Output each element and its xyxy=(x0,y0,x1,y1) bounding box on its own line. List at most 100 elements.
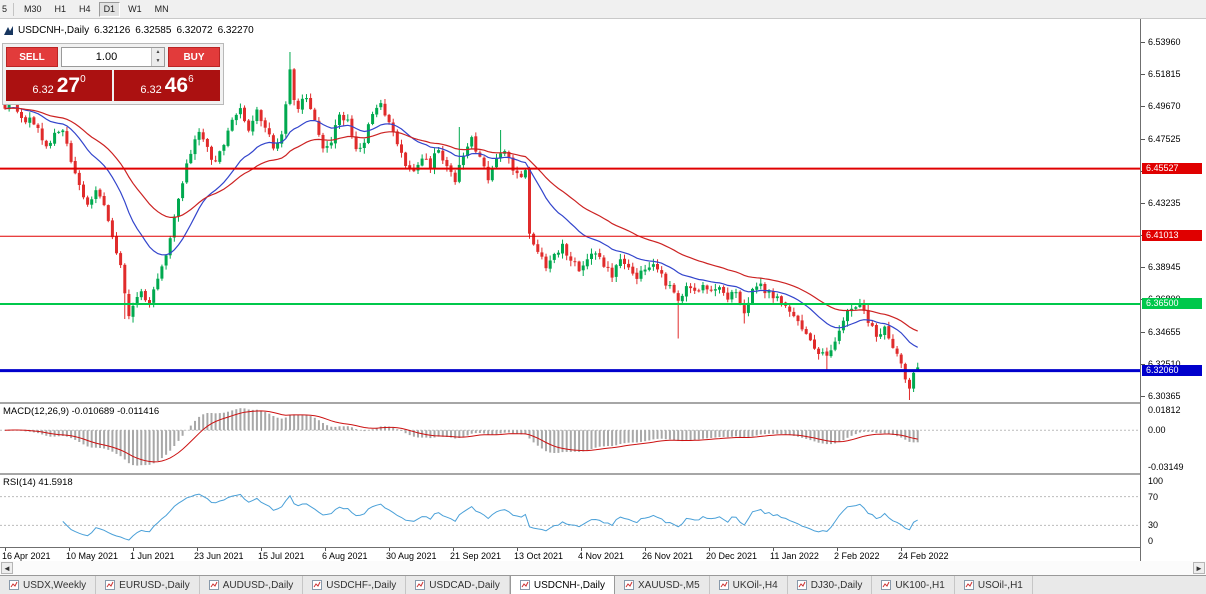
ohlc-open: 6.32126 xyxy=(94,25,131,36)
chart-tab-label: XAUUSD-,M5 xyxy=(637,579,700,591)
time-tick xyxy=(901,548,902,551)
price-tick-label: 6.53960 xyxy=(1148,37,1181,47)
bid-price-prefix: 6.32 xyxy=(32,83,54,96)
chart-tab-usdchf-daily[interactable]: USDCHF-,Daily xyxy=(303,576,407,594)
chart-tab-icon xyxy=(312,580,323,590)
scroll-left-icon[interactable]: ◄ xyxy=(1,562,13,574)
chart-tab-icon xyxy=(208,580,219,590)
volume-up-icon[interactable]: ▲ xyxy=(152,48,164,57)
price-tick-label: 6.32510 xyxy=(1148,359,1181,369)
chart-tab-icon xyxy=(718,580,729,590)
time-tick xyxy=(773,548,774,551)
time-tick xyxy=(69,548,70,551)
time-tick xyxy=(389,548,390,551)
time-label: 4 Nov 2021 xyxy=(578,551,625,561)
time-label: 10 May 2021 xyxy=(66,551,119,561)
macd-pane-plot[interactable] xyxy=(0,404,1140,473)
price-tick xyxy=(1141,74,1145,75)
pane-splitter[interactable] xyxy=(0,402,1206,404)
chart-tab-icon xyxy=(623,580,634,590)
chart-tab-icon xyxy=(9,580,19,590)
time-tick xyxy=(837,548,838,551)
chart-tab-dj30-daily[interactable]: DJ30-,Daily xyxy=(788,576,873,594)
chart-tab-usdcad-daily[interactable]: USDCAD-,Daily xyxy=(406,576,510,594)
price-tick xyxy=(1141,106,1145,107)
buy-button[interactable]: BUY xyxy=(168,47,220,67)
bid-price-button[interactable]: 6.32 27 0 xyxy=(6,70,112,101)
ohlc-high: 6.32585 xyxy=(135,25,172,36)
chart-tab-label: USDX,Weekly xyxy=(23,579,87,591)
time-label: 20 Dec 2021 xyxy=(706,551,758,561)
volume-down-icon[interactable]: ▼ xyxy=(152,57,164,66)
macd-axis-label: 0.00 xyxy=(1148,425,1166,435)
ask-price-button[interactable]: 6.32 46 6 xyxy=(114,70,220,101)
price-tick-label: 6.34655 xyxy=(1148,327,1181,337)
chart-tab-usoil-h1[interactable]: USOil-,H1 xyxy=(955,576,1033,594)
ohlc-low: 6.32072 xyxy=(176,25,213,36)
time-label: 1 Jun 2021 xyxy=(130,551,175,561)
timeframe-toolbar: 5 M30 H1 H4 D1 W1 MN xyxy=(0,0,1206,19)
chart-tab-audusd-daily[interactable]: AUDUSD-,Daily xyxy=(200,576,304,594)
price-tick xyxy=(1141,332,1145,333)
rsi-pane-plot[interactable] xyxy=(0,475,1140,547)
chart-tab-uk100-h1[interactable]: UK100-,H1 xyxy=(872,576,955,594)
pane-splitter[interactable] xyxy=(0,473,1206,475)
time-tick xyxy=(709,548,710,551)
time-label: 21 Sep 2021 xyxy=(450,551,502,561)
chart-tab-ukoil-h4[interactable]: UKOil-,H4 xyxy=(710,576,788,594)
chart-tab-usdcnh-daily[interactable]: USDCNH-,Daily xyxy=(509,576,615,594)
volume-spinner: ▲ ▼ xyxy=(151,48,164,66)
volume-input[interactable] xyxy=(62,48,151,66)
time-label: 26 Nov 2021 xyxy=(642,551,694,561)
ask-price-big: 46 xyxy=(164,73,189,97)
chart-tab-label: AUDUSD-,Daily xyxy=(222,579,294,591)
chart-symbol-period: USDCNH-,Daily xyxy=(18,25,90,36)
period-button-h1[interactable]: H1 xyxy=(54,3,67,14)
chart-tab-icon xyxy=(963,580,974,590)
scroll-right-icon[interactable]: ► xyxy=(1193,562,1205,574)
period-button-w1[interactable]: W1 xyxy=(128,3,142,14)
sell-button[interactable]: SELL xyxy=(6,47,58,67)
chart-tab-icon xyxy=(415,580,426,590)
time-axis: 16 Apr 2021 10 May 2021 1 Jun 2021 23 Jun 2… xyxy=(0,547,1140,561)
time-tick xyxy=(325,548,326,551)
time-tick xyxy=(261,548,262,551)
price-tick-label: 6.43235 xyxy=(1148,198,1181,208)
period-button-d1[interactable]: D1 xyxy=(98,1,121,17)
time-label: 6 Aug 2021 xyxy=(322,551,368,561)
chart-window-icon xyxy=(4,26,13,35)
price-tick xyxy=(1141,139,1145,140)
rsi-value: 41.5918 xyxy=(38,477,73,488)
price-tick-label: 6.30365 xyxy=(1148,391,1181,401)
price-tick xyxy=(1141,396,1145,397)
rsi-axis-label: 70 xyxy=(1148,492,1159,502)
ohlc-close: 6.32270 xyxy=(217,25,254,36)
period-button-mn[interactable]: MN xyxy=(154,3,169,14)
level-price-badge: 6.45527 xyxy=(1142,163,1202,174)
bid-price-big: 27 xyxy=(56,73,81,97)
price-tick-label: 6.38945 xyxy=(1148,262,1181,272)
chart-tab-bar: USDX,Weekly EURUSD-,Daily AUDUSD-,Daily USD… xyxy=(0,575,1206,594)
chart-tab-label: USOil-,H1 xyxy=(977,579,1023,591)
chart-tab-label: USDCHF-,Daily xyxy=(326,579,397,591)
time-tick xyxy=(645,548,646,551)
level-price-badge: 6.32060 xyxy=(1142,365,1202,376)
time-tick xyxy=(197,548,198,551)
chart-title: USDCNH-,Daily 6.32126 6.32585 6.32072 6.… xyxy=(4,25,254,36)
chart-tab-label: UKOil-,H4 xyxy=(732,579,778,591)
macd-axis-label: -0.03149 xyxy=(1148,462,1184,472)
horizontal-scrollbar[interactable]: ◄ ► xyxy=(0,561,1206,575)
chart-tab-icon xyxy=(105,580,116,590)
chart-tab-eurusd-daily[interactable]: EURUSD-,Daily xyxy=(96,576,200,594)
period-button-5[interactable]: 5 xyxy=(2,3,8,14)
volume-field: ▲ ▼ xyxy=(61,47,165,67)
period-button-h4[interactable]: H4 xyxy=(79,3,91,14)
chart-tab-xauusd-m5[interactable]: XAUUSD-,M5 xyxy=(615,576,710,594)
macd-label: MACD(12,26,9) -0.010689 -0.011416 xyxy=(3,406,159,417)
time-label: 11 Jan 2022 xyxy=(770,551,819,561)
period-button-m30[interactable]: M30 xyxy=(24,3,42,14)
chart-tab-usdx-weekly[interactable]: USDX,Weekly xyxy=(0,576,97,594)
ask-price-sup: 6 xyxy=(188,74,194,85)
